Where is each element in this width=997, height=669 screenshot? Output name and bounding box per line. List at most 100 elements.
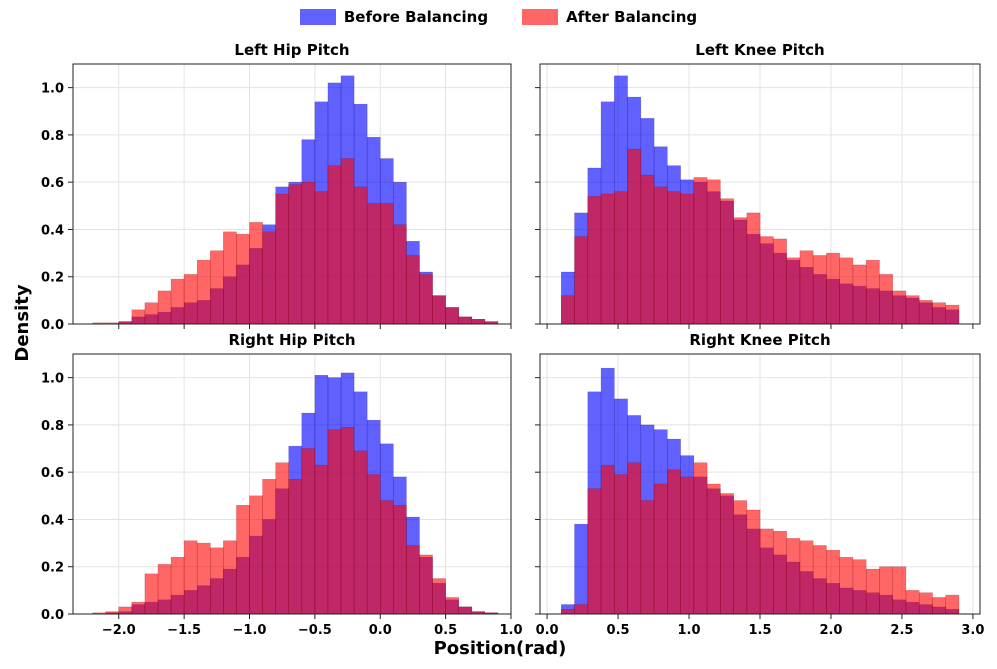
panel-title: Right Hip Pitch [228, 331, 355, 349]
bar-after [786, 538, 801, 615]
bar-after [561, 295, 575, 325]
bar-after [170, 278, 185, 325]
x-tick-label: 3.0 [961, 623, 984, 638]
bar-after [865, 259, 880, 325]
y-tick-label: 0.4 [41, 223, 64, 238]
bar-after [210, 250, 224, 325]
bar-after [892, 290, 907, 325]
bar-after [262, 479, 276, 615]
x-tick-label: 1.5 [748, 623, 771, 638]
bar-after [249, 222, 263, 325]
y-tick-label: 0.2 [41, 561, 64, 576]
bar-after [157, 290, 172, 325]
bar-after [131, 601, 146, 615]
chart-panel-3: −2.0 −1.5 −1.0 −0.5 0.0 0.5 1.0 0.0 0.2 0.4 0.6 0.8… [41, 331, 523, 638]
bar-after [600, 193, 615, 325]
y-tick-label: 0.0 [41, 608, 64, 623]
y-tick-label: 0.8 [41, 129, 64, 144]
bar-after [786, 257, 801, 325]
bar-after [236, 233, 250, 325]
bar-after [667, 191, 681, 325]
bar-after [432, 578, 446, 615]
x-tick-label: −1.0 [233, 623, 267, 638]
x-tick-label: −0.5 [298, 623, 332, 638]
panel-title: Left Knee Pitch [695, 41, 824, 59]
bar-after [614, 191, 628, 325]
bar-after [288, 479, 303, 615]
x-tick-label: 0.5 [607, 623, 630, 638]
legend: Before Balancing After Balancing [0, 8, 997, 26]
bar-after [170, 557, 185, 615]
x-axis-label: Position(rad) [434, 638, 567, 659]
bar-after [380, 500, 394, 615]
y-tick-label: 0.8 [41, 419, 64, 434]
bar-after [653, 186, 668, 325]
bar-after [561, 609, 575, 615]
bar-after [301, 181, 316, 325]
bar-after [892, 566, 907, 615]
x-tick-label: 0.5 [434, 623, 457, 638]
chart-panel-4: 0.0 0.5 1.0 1.5 2.0 2.5 3.0 Right Knee Pitch [535, 331, 984, 638]
bar-after [574, 604, 589, 615]
bar-after [288, 184, 303, 325]
x-tick-label: −2.0 [102, 623, 136, 638]
bar-after [733, 500, 748, 615]
bar-after [353, 450, 368, 615]
bar-after [262, 231, 276, 325]
bar-after [419, 274, 433, 325]
bar-after [223, 231, 237, 325]
y-axis-label: Density [12, 284, 33, 361]
bar-after [627, 148, 642, 325]
bar-after [693, 462, 708, 615]
bar-after [196, 259, 211, 325]
bar-after [720, 493, 734, 615]
bar-after [799, 540, 814, 615]
legend-swatch-before [299, 9, 336, 25]
bar-after [183, 540, 198, 615]
bar-after [419, 554, 433, 615]
y-tick-label: 1.0 [41, 82, 64, 97]
panel-title: Left Hip Pitch [234, 41, 349, 59]
bar-after [627, 462, 642, 615]
bar-after [366, 203, 381, 325]
bar-after [144, 573, 159, 615]
bar-after [932, 597, 946, 615]
bar-after [680, 476, 695, 615]
bar-after [406, 255, 420, 325]
bar-after [733, 217, 748, 325]
bar-after [879, 274, 893, 325]
y-tick-label: 0.6 [41, 176, 64, 191]
bar-after [458, 316, 473, 325]
bar-after [799, 250, 814, 325]
y-tick-label: 0.2 [41, 271, 64, 286]
bar-after [393, 224, 407, 325]
bar-after [839, 257, 854, 325]
panel-title: Right Knee Pitch [689, 331, 830, 349]
bar-after [301, 448, 316, 615]
bar-after [458, 606, 473, 615]
bar-after [945, 304, 960, 325]
bar-after [574, 236, 589, 325]
legend-item-before: Before Balancing [299, 8, 488, 26]
bar-after [720, 198, 734, 325]
bar-after [826, 549, 840, 615]
plot-frame [72, 63, 512, 325]
bar-after [445, 597, 459, 615]
chart-panel-2: Left Knee Pitch [535, 41, 981, 329]
x-tick-label: 1.0 [499, 623, 522, 638]
bar-after [353, 186, 368, 325]
bar-after [839, 557, 854, 615]
bar-after [773, 238, 787, 325]
bar-after [196, 542, 211, 615]
bar-after [380, 203, 394, 325]
bar-after [746, 509, 761, 615]
x-tick-label: 1.0 [678, 623, 701, 638]
bar-after [773, 531, 787, 615]
bar-after [812, 545, 827, 615]
bar-after [587, 196, 602, 325]
bar-after [865, 568, 880, 615]
bar-after [759, 236, 774, 325]
bar-after [759, 528, 774, 615]
bar-after [471, 319, 486, 325]
